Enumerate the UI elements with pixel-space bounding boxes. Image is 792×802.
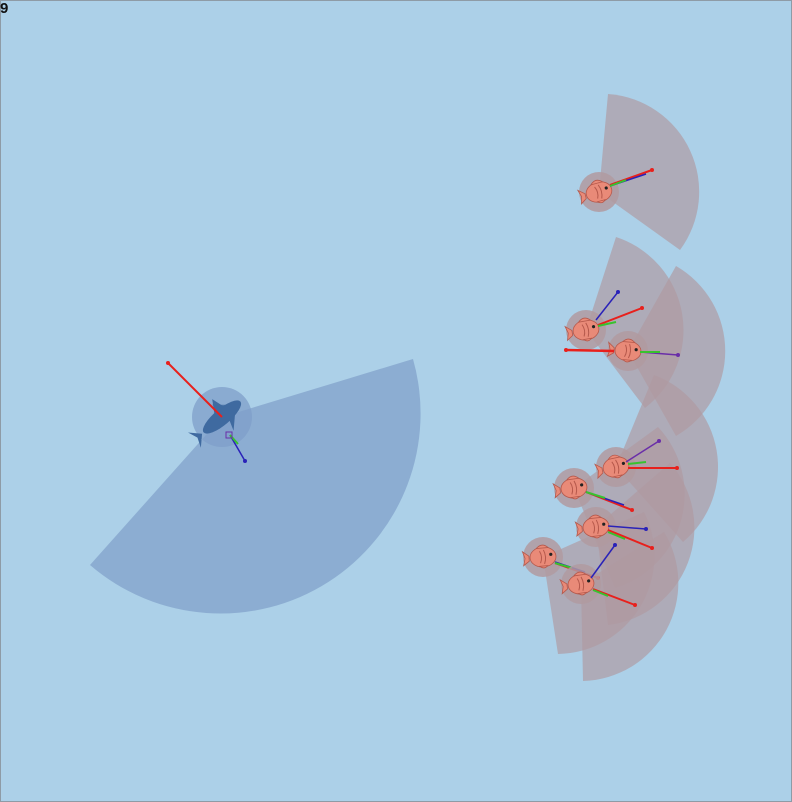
prey [563,290,644,350]
prey-fov [581,532,679,681]
predator [166,361,252,463]
prey [564,331,680,371]
prey [593,439,679,487]
frame-counter: 9 [0,0,9,17]
prey-fields-of-view [543,94,726,681]
prey [574,507,654,550]
prey [559,543,637,607]
predator-force-vector [229,434,239,445]
predator-force-vector [229,434,246,462]
prey-school [521,168,680,607]
predator-field-of-view [90,359,421,614]
prey [576,168,654,212]
prey [552,468,634,512]
predator-velocity-vector [167,362,223,418]
